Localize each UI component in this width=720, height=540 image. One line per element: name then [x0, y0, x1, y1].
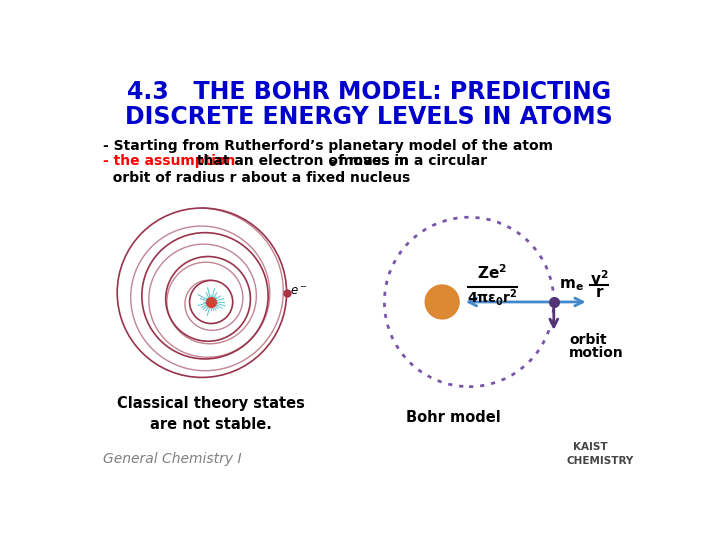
- Text: $e^-$: $e^-$: [289, 285, 307, 298]
- Text: Bohr model: Bohr model: [406, 410, 501, 425]
- Text: motion: motion: [570, 346, 624, 360]
- Circle shape: [426, 285, 459, 319]
- Text: - the assumption: - the assumption: [104, 154, 235, 168]
- Text: 4.3   THE BOHR MODEL: PREDICTING: 4.3 THE BOHR MODEL: PREDICTING: [127, 80, 611, 104]
- Text: that an electron of mass m: that an electron of mass m: [192, 154, 408, 168]
- Text: General Chemistry I: General Chemistry I: [104, 452, 242, 466]
- Text: CHEMISTRY: CHEMISTRY: [567, 456, 634, 465]
- Text: - Starting from Rutherford’s planetary model of the atom: - Starting from Rutherford’s planetary m…: [104, 139, 554, 153]
- Text: $\mathbf{v^2}$: $\mathbf{v^2}$: [590, 269, 608, 288]
- Text: DISCRETE ENERGY LEVELS IN ATOMS: DISCRETE ENERGY LEVELS IN ATOMS: [125, 105, 613, 129]
- Text: $\mathbf{4\pi\varepsilon_0 r^2}$: $\mathbf{4\pi\varepsilon_0 r^2}$: [467, 287, 518, 308]
- Text: $\mathbf{Ze^2}$: $\mathbf{Ze^2}$: [477, 264, 507, 282]
- Text: orbit of radius r about a fixed nucleus: orbit of radius r about a fixed nucleus: [104, 171, 410, 185]
- Text: e: e: [329, 158, 336, 168]
- Text: KAIST: KAIST: [573, 442, 608, 453]
- Text: $\mathbf{m_e}$: $\mathbf{m_e}$: [559, 277, 584, 293]
- Text: orbit: orbit: [570, 334, 607, 347]
- Text: moves in a circular: moves in a circular: [334, 154, 487, 168]
- Text: $\mathbf{r}$: $\mathbf{r}$: [595, 285, 604, 300]
- Text: Classical theory states
are not stable.: Classical theory states are not stable.: [117, 396, 305, 431]
